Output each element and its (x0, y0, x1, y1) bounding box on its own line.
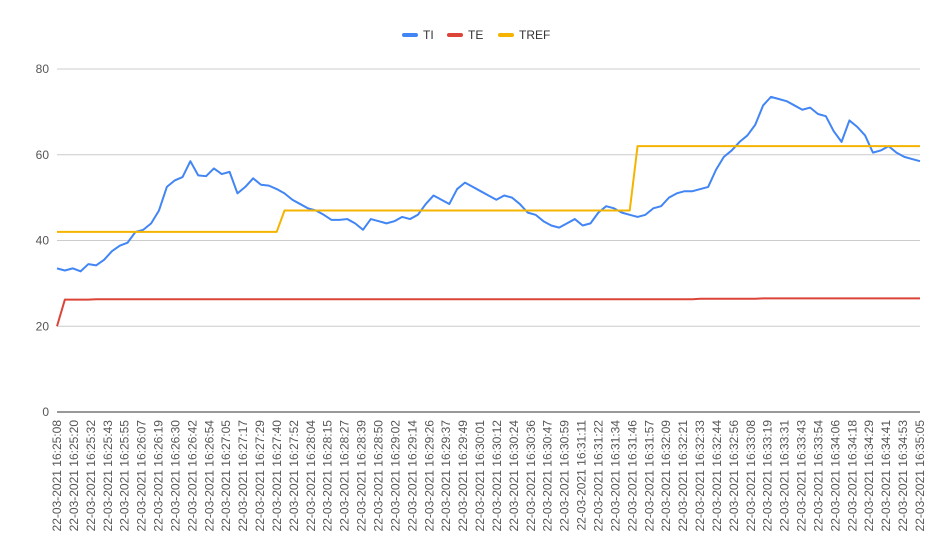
legend-item-ti[interactable]: TI (402, 28, 434, 42)
series-line-ti (56, 95, 921, 273)
series-line-tref (57, 145, 920, 233)
y-tick-label: 60 (36, 148, 50, 162)
legend-label: TREF (519, 28, 550, 42)
x-axis: 22-03-2021 16:25:08 22-03-2021 16:25:20 22… (50, 420, 927, 532)
x-tick-label: 22-03-2021 16:32:09 (659, 420, 673, 532)
x-tick-label: 22-03-2021 16:26:30 (168, 420, 182, 532)
x-tick-label: 22-03-2021 16:33:19 (761, 420, 775, 532)
x-tick-label: 22-03-2021 16:29:02 (388, 420, 402, 532)
x-tick-label: 22-03-2021 16:27:05 (219, 420, 233, 532)
y-tick-label: 80 (36, 62, 50, 76)
x-tick-label: 22-03-2021 16:29:14 (405, 420, 419, 532)
x-tick-label: 22-03-2021 16:32:44 (710, 420, 724, 532)
x-tick-label: 22-03-2021 16:33:31 (778, 420, 792, 532)
x-tick-label: 22-03-2021 16:30:01 (473, 420, 487, 532)
x-tick-label: 22-03-2021 16:25:20 (67, 420, 81, 532)
y-axis: 0 20 40 60 80 (36, 62, 50, 419)
series-line-te (56, 297, 920, 327)
x-tick-label: 22-03-2021 16:28:39 (355, 420, 369, 532)
x-tick-label: 22-03-2021 16:25:55 (118, 420, 132, 532)
x-tick-label: 22-03-2021 16:27:17 (236, 420, 250, 532)
x-tick-label: 22-03-2021 16:34:41 (879, 420, 893, 532)
x-tick-label: 22-03-2021 16:26:42 (185, 420, 199, 532)
x-tick-label: 22-03-2021 16:30:59 (558, 420, 572, 532)
x-tick-label: 22-03-2021 16:31:22 (591, 420, 605, 532)
x-tick-label: 22-03-2021 16:27:29 (253, 420, 267, 532)
x-tick-label: 22-03-2021 16:33:54 (811, 420, 825, 532)
x-tick-label: 22-03-2021 16:32:56 (727, 420, 741, 532)
x-tick-label: 22-03-2021 16:32:33 (693, 420, 707, 532)
x-tick-label: 22-03-2021 16:31:46 (625, 420, 639, 532)
x-tick-label: 22-03-2021 16:26:07 (135, 420, 149, 532)
x-tick-label: 22-03-2021 16:31:11 (575, 420, 589, 531)
x-tick-label: 22-03-2021 16:30:12 (490, 420, 504, 532)
x-tick-label: 22-03-2021 16:34:06 (828, 420, 842, 532)
x-tick-label: 22-03-2021 16:30:47 (541, 420, 555, 532)
x-tick-label: 22-03-2021 16:33:43 (795, 420, 809, 532)
x-tick-label: 22-03-2021 16:28:27 (338, 420, 352, 532)
x-tick-label: 22-03-2021 16:35:05 (913, 420, 927, 532)
legend-label: TE (468, 28, 483, 42)
x-tick-label: 22-03-2021 16:33:08 (744, 420, 758, 532)
legend-label: TI (423, 28, 434, 42)
legend-item-te[interactable]: TE (447, 28, 483, 42)
x-tick-label: 22-03-2021 16:29:37 (439, 420, 453, 532)
x-tick-label: 22-03-2021 16:27:52 (287, 420, 301, 532)
legend-item-tref[interactable]: TREF (498, 28, 550, 42)
x-tick-label: 22-03-2021 16:26:19 (152, 420, 166, 532)
x-tick-label: 22-03-2021 16:31:34 (608, 420, 622, 532)
y-tick-label: 20 (36, 319, 50, 333)
legend: TI TE TREF (402, 28, 550, 42)
x-tick-label: 22-03-2021 16:28:15 (321, 420, 335, 532)
gridlines (57, 68, 920, 413)
x-tick-label: 22-03-2021 16:25:43 (101, 420, 115, 532)
x-tick-label: 22-03-2021 16:29:26 (422, 420, 436, 532)
y-tick-label: 0 (42, 405, 49, 419)
x-tick-label: 22-03-2021 16:34:29 (862, 420, 876, 532)
y-tick-label: 40 (36, 234, 50, 248)
series-lines (56, 95, 921, 327)
x-tick-label: 22-03-2021 16:28:50 (372, 420, 386, 532)
x-tick-label: 22-03-2021 16:34:53 (896, 420, 910, 532)
x-tick-label: 22-03-2021 16:32:21 (676, 420, 690, 532)
x-tick-label: 22-03-2021 16:27:40 (270, 420, 284, 532)
x-tick-label: 22-03-2021 16:30:36 (524, 420, 538, 532)
x-tick-label: 22-03-2021 16:26:54 (202, 420, 216, 532)
x-tick-label: 22-03-2021 16:28:04 (304, 420, 318, 532)
x-tick-label: 22-03-2021 16:31:57 (642, 420, 656, 532)
x-tick-label: 22-03-2021 16:29:49 (456, 420, 470, 532)
x-tick-label: 22-03-2021 16:30:24 (507, 420, 521, 532)
x-tick-label: 22-03-2021 16:25:08 (50, 420, 64, 532)
x-tick-label: 22-03-2021 16:25:32 (84, 420, 98, 532)
x-tick-label: 22-03-2021 16:34:18 (845, 420, 859, 532)
